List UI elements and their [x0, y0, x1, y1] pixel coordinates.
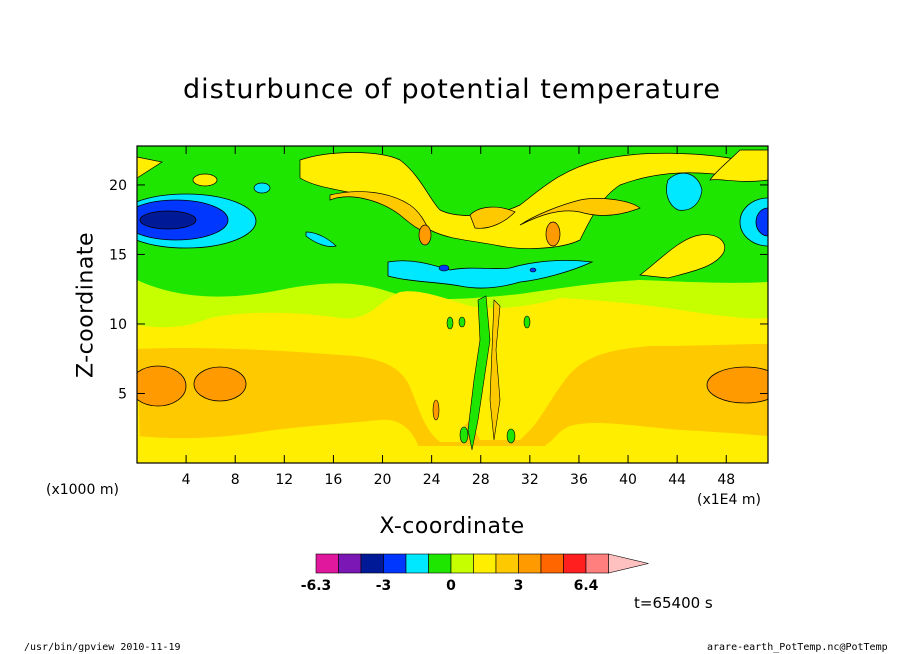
y-tick-label: 20	[109, 178, 127, 194]
y-axis-ticks: 5 10 15 20	[109, 178, 768, 402]
colorbar-tick-label: 6.4	[574, 578, 599, 594]
x-unit-left-label: (x1000 m)	[46, 482, 119, 498]
colorbar-cell	[518, 553, 542, 574]
x-tick-label: 4	[182, 472, 191, 488]
region-plume-spot-1	[459, 426, 469, 444]
region-orange-blob-2	[193, 366, 247, 402]
x-tick-label: 32	[521, 472, 539, 488]
x-tick-label: 36	[570, 472, 588, 488]
region-yellow-bottom-left	[137, 419, 418, 463]
x-tick-label: 16	[325, 472, 343, 488]
region-blue-right	[755, 207, 768, 237]
x-tick-label: 24	[423, 472, 441, 488]
colorbar-tick-label: 3	[514, 578, 524, 594]
region-plume-spot-4	[458, 316, 466, 328]
colorbar-cell	[495, 553, 519, 574]
x-tick-label: 8	[231, 472, 240, 488]
x-unit-right-label: (x1E4 m)	[697, 492, 761, 508]
y-tick-label: 5	[118, 386, 127, 402]
region-orange-arc-3	[469, 206, 516, 229]
region-plume-spot-2	[506, 428, 516, 444]
region-plume-right	[489, 299, 501, 441]
x-tick-label: 44	[668, 472, 686, 488]
colorbar-cell	[338, 553, 362, 574]
plot-area	[137, 146, 768, 463]
colorbar-cell	[360, 553, 384, 574]
region-orange-spot-2	[545, 221, 561, 247]
region-darkblue-left	[139, 210, 197, 230]
region-yellow-small-4	[639, 234, 726, 279]
region-yellow-small-3	[709, 149, 768, 182]
region-orange-yellow	[137, 344, 768, 446]
x-tick-label: 28	[472, 472, 490, 488]
region-yellow-bottom-right	[545, 428, 768, 463]
region-orange-blob-3	[706, 366, 768, 404]
colorbar-arrow	[608, 553, 649, 574]
region-yellow-small-2	[137, 156, 163, 179]
region-cyan-right	[739, 197, 768, 247]
x-axis-label: X-coordinate	[379, 514, 525, 539]
colorbar-cell	[585, 553, 609, 574]
region-orange-blob-1	[137, 365, 187, 407]
colorbar-tick-label: -3	[376, 578, 392, 594]
x-tick-label: 20	[374, 472, 392, 488]
time-label: t=65400 s	[634, 594, 713, 612]
colorbar: -6.3 -3 0 3 6.4	[301, 553, 649, 594]
colorbar-cell	[405, 553, 429, 574]
region-yellow-small-1	[192, 173, 218, 187]
colorbar-tick-label: -6.3	[301, 578, 332, 594]
x-tick-label: 48	[717, 472, 735, 488]
colorbar-cell	[540, 553, 564, 574]
x-tick-label: 40	[619, 472, 637, 488]
region-blue-spot-2	[529, 267, 537, 273]
region-plume-spot-3	[446, 316, 454, 330]
chart-title: disturbunce of potential temperature	[183, 74, 721, 105]
colorbar-cell	[428, 553, 452, 574]
colorbar-cell	[315, 553, 339, 574]
y-tick-label: 10	[109, 317, 127, 333]
region-orange-arc-2	[519, 198, 641, 226]
x-tick-label: 12	[275, 472, 293, 488]
region-cyan-small-3	[666, 172, 703, 211]
region-plume-center	[467, 295, 491, 451]
y-tick-label: 15	[109, 247, 127, 263]
region-cyan-small-2	[305, 231, 337, 247]
region-plume-spot-6	[432, 399, 440, 421]
x-axis-ticks: 4 8 12 16 20 24 28 32 36 40 44 48	[182, 146, 735, 488]
region-blue-spot-1	[438, 264, 450, 272]
plot-frame	[136, 145, 769, 464]
region-orange-spot-1	[418, 224, 432, 246]
colorbar-cell	[563, 553, 587, 574]
colorbar-cell	[450, 553, 474, 574]
footer-left-text: /usr/bin/gpview 2010-11-19	[24, 642, 181, 653]
colorbar-cell	[473, 553, 497, 574]
colorbar-tick-label: 0	[446, 578, 456, 594]
colorbar-cell	[383, 553, 407, 574]
footer-right-text: arare-earth_PotTemp.nc@PotTemp	[707, 642, 888, 653]
region-plume-spot-5	[523, 315, 531, 329]
region-cyan-small-1	[253, 182, 271, 194]
